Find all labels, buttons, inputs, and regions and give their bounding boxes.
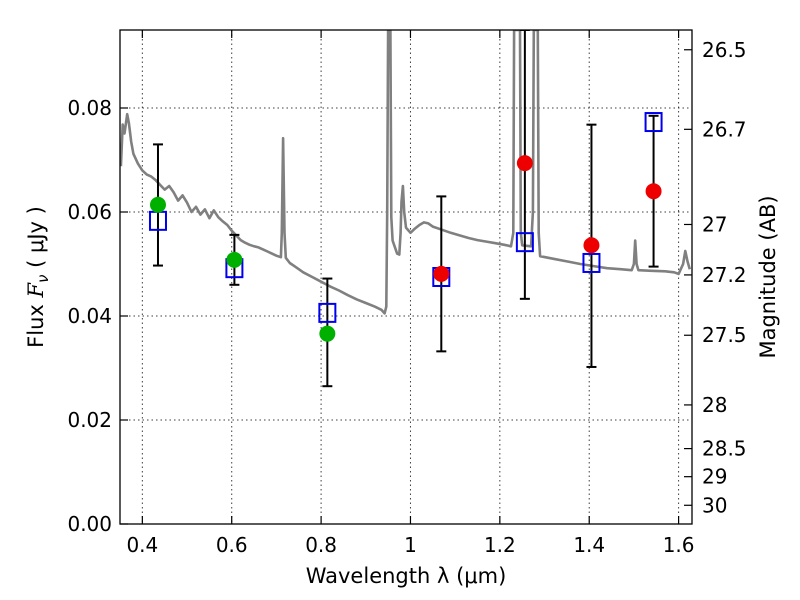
x-tick-label: 0.8 (305, 533, 337, 557)
template-spectrum-line (120, 30, 692, 315)
magnitude-tick-label: 26.5 (702, 38, 747, 62)
y-axis-title-subscript: ν (34, 275, 52, 283)
magnitude-tick-label: 27.5 (702, 323, 747, 347)
y-tick-label: 0.08 (67, 96, 112, 120)
model-flux-square (582, 252, 601, 273)
x-tick-label: 1 (404, 533, 417, 557)
x-tick-label: 1.2 (484, 533, 516, 557)
plot-content (120, 30, 692, 388)
magnitude-tick-label: 27 (702, 212, 727, 236)
plot-frame (119, 29, 693, 525)
y-axis-title-unit: ( μJy ) (24, 206, 48, 274)
y-tick-label: 0.06 (67, 200, 112, 224)
observed-flux-red-point (516, 155, 533, 172)
model-flux-square (644, 112, 663, 133)
magnitude-tick-label: 28.5 (702, 437, 747, 461)
observed-flux-red-point (433, 265, 450, 282)
y-tick-label: 0.04 (67, 304, 112, 328)
magnitude-tick-label: 28 (702, 393, 727, 417)
model-flux-square (515, 232, 534, 253)
observed-flux-green-point (149, 196, 166, 213)
x-axis-title: Wavelength λ (μm) (306, 564, 507, 588)
model-flux-square (318, 302, 337, 323)
x-tick-label: 0.6 (216, 533, 248, 557)
x-tick-label: 1.4 (573, 533, 605, 557)
observed-flux-red-point (645, 183, 662, 200)
magnitude-tick-label: 27.2 (702, 263, 747, 287)
x-tick-label: 0.4 (126, 533, 158, 557)
y-tick-label: 0.00 (67, 512, 112, 536)
grid-lines (120, 30, 692, 525)
magnitude-tick-label: 29 (702, 465, 727, 489)
magnitude-tick-label: 26.7 (702, 117, 747, 141)
y-axis-title-symbol: F (24, 282, 48, 299)
observed-flux-green-point (319, 325, 336, 342)
observed-flux-green-point (226, 251, 243, 268)
right-axis-title: Magnitude (AB) (756, 195, 780, 358)
observed-flux-red-point (583, 237, 600, 254)
plot-area (120, 30, 692, 388)
y-axis-title-prefix: Flux (24, 298, 48, 348)
y-tick-label: 0.02 (67, 408, 112, 432)
x-tick-label: 1.6 (663, 533, 695, 557)
axis-ticks: 0.4 0.6 0.8 1 1.2 1.4 1.6 0.00 0.02 0.04 0.06 0.08 2… (67, 30, 747, 557)
y-axis-title: Flux Fν ( μJy ) (24, 206, 52, 348)
magnitude-tick-label: 30 (702, 493, 727, 517)
